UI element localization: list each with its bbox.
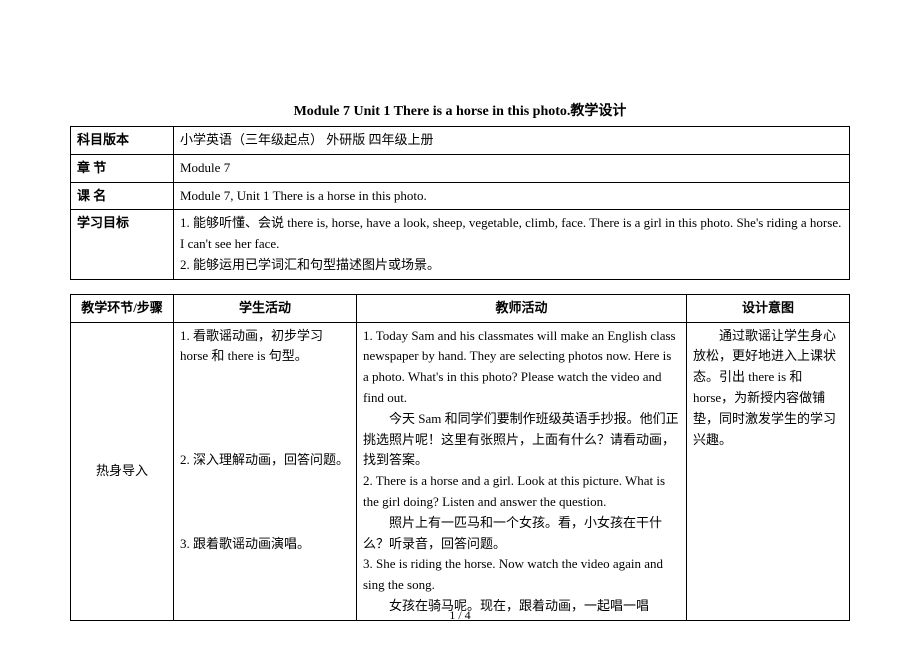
info-table: 科目版本 小学英语（三年级起点） 外研版 四年级上册 章 节 Module 7 … <box>70 126 850 280</box>
header-design: 设计意图 <box>687 294 850 322</box>
student-cell: 1. 看歌谣动画，初步学习 horse 和 there is 句型。 2. 深入… <box>174 322 357 620</box>
info-value: Module 7 <box>174 154 850 182</box>
table-row: 学习目标 1. 能够听懂、会说 there is, horse, have a … <box>71 210 850 279</box>
info-value: Module 7, Unit 1 There is a horse in thi… <box>174 182 850 210</box>
info-label: 科目版本 <box>71 127 174 155</box>
info-label: 章 节 <box>71 154 174 182</box>
teacher-cell: 1. Today Sam and his classmates will mak… <box>357 322 687 620</box>
page: Module 7 Unit 1 There is a horse in this… <box>0 0 920 651</box>
table-row: 章 节 Module 7 <box>71 154 850 182</box>
step-cell: 热身导入 <box>71 322 174 620</box>
design-text: 通过歌谣让学生身心放松，更好地进入上课状态。引出 there is 和 hors… <box>693 326 843 451</box>
table-header-row: 教学环节/步骤 学生活动 教师活动 设计意图 <box>71 294 850 322</box>
teacher-text: 3. She is riding the horse. Now watch th… <box>363 556 663 592</box>
table-row: 热身导入 1. 看歌谣动画，初步学习 horse 和 there is 句型。 … <box>71 322 850 620</box>
design-cell: 通过歌谣让学生身心放松，更好地进入上课状态。引出 there is 和 hors… <box>687 322 850 620</box>
info-label: 学习目标 <box>71 210 174 279</box>
teacher-text: 1. Today Sam and his classmates will mak… <box>363 328 676 405</box>
info-value: 1. 能够听懂、会说 there is, horse, have a look,… <box>174 210 850 279</box>
teacher-text: 照片上有一匹马和一个女孩。看，小女孩在干什么？听录音，回答问题。 <box>363 513 680 555</box>
info-label: 课 名 <box>71 182 174 210</box>
plan-table: 教学环节/步骤 学生活动 教师活动 设计意图 热身导入 1. 看歌谣动画，初步学… <box>70 294 850 621</box>
doc-title: Module 7 Unit 1 There is a horse in this… <box>70 100 850 120</box>
teacher-text: 2. There is a horse and a girl. Look at … <box>363 473 665 509</box>
header-step: 教学环节/步骤 <box>71 294 174 322</box>
table-row: 科目版本 小学英语（三年级起点） 外研版 四年级上册 <box>71 127 850 155</box>
header-student: 学生活动 <box>174 294 357 322</box>
info-value: 小学英语（三年级起点） 外研版 四年级上册 <box>174 127 850 155</box>
page-number: 1 / 4 <box>0 608 920 623</box>
table-row: 课 名 Module 7, Unit 1 There is a horse in… <box>71 182 850 210</box>
header-teacher: 教师活动 <box>357 294 687 322</box>
teacher-text: 今天 Sam 和同学们要制作班级英语手抄报。他们正挑选照片呢！这里有张照片，上面… <box>363 409 680 471</box>
